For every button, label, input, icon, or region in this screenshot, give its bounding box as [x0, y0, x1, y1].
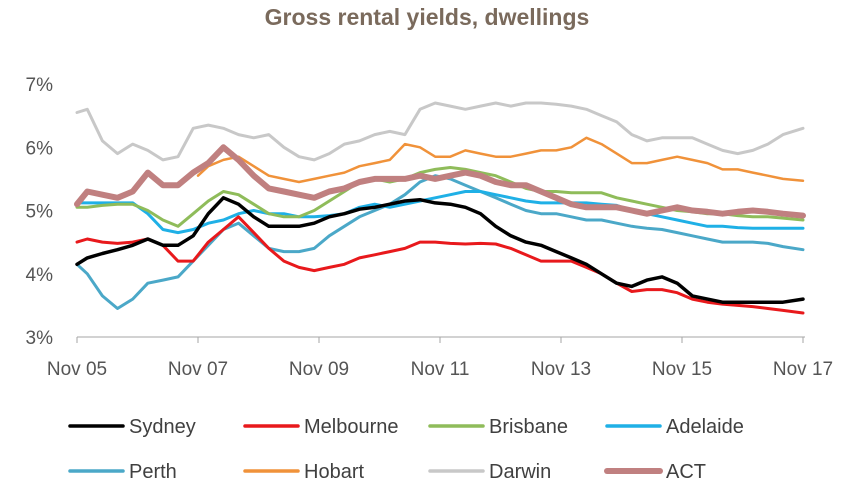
chart-title: Gross rental yields, dwellings [264, 4, 590, 30]
series-lines [74, 101, 806, 315]
x-tick-label: Nov 17 [773, 359, 833, 380]
legend-label-adelaide: Adelaide [666, 416, 744, 438]
legend-label-brisbane: Brisbane [489, 416, 568, 438]
series-line-brisbane [75, 166, 805, 228]
y-tick-label: 5% [26, 202, 54, 223]
series-line-hobart [196, 136, 805, 184]
y-tick-label: 6% [26, 138, 54, 159]
legend-label-act: ACT [666, 461, 706, 483]
legend-label-melbourne: Melbourne [304, 416, 399, 438]
x-tick-label: Nov 09 [289, 359, 349, 380]
axes: 3% 4% 5% 6% 7% Nov 05 Nov 07 Nov 09 Nov 11 Nov 13… [26, 75, 834, 380]
legend-label-perth: Perth [129, 461, 177, 483]
x-tick-label: Nov 05 [47, 359, 107, 380]
legend-label-hobart: Hobart [304, 461, 364, 483]
x-tick-label: Nov 13 [531, 359, 591, 380]
series-line-adelaide [75, 190, 805, 235]
legend-label-darwin: Darwin [489, 461, 551, 483]
series-line-sydney [75, 196, 805, 304]
x-tick-label: Nov 15 [652, 359, 712, 380]
series-line-act [74, 144, 806, 219]
x-tick-label: Nov 07 [168, 359, 228, 380]
y-tick-label: 7% [26, 75, 54, 96]
x-tick-label: Nov 11 [411, 359, 470, 380]
legend-label-sydney: Sydney [129, 416, 196, 438]
y-tick-label: 3% [26, 328, 54, 349]
y-tick-label: 4% [26, 265, 54, 286]
series-line-darwin [75, 101, 805, 162]
legend: Sydney Melbourne Brisbane Adelaide Perth Hoba… [68, 416, 744, 483]
series-line-melbourne [75, 215, 805, 315]
